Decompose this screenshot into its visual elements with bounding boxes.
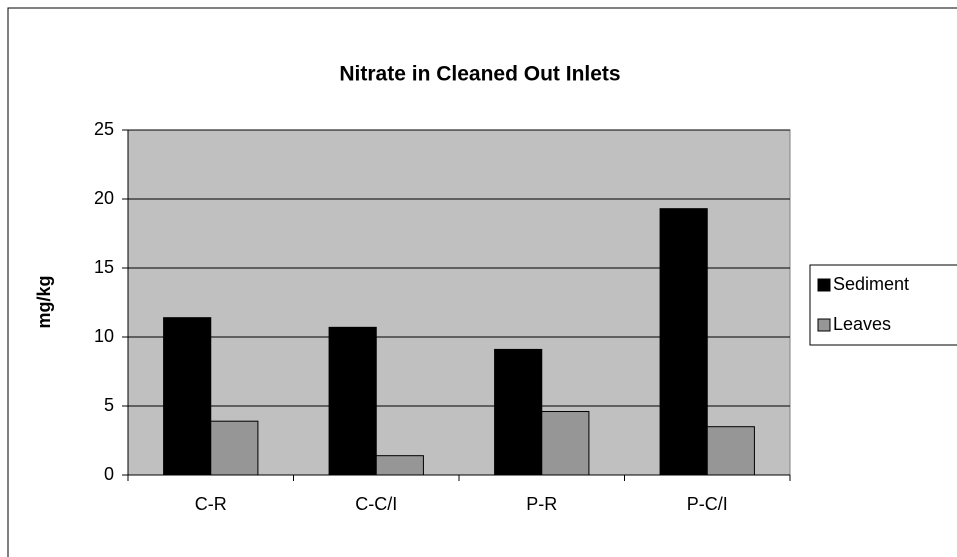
- y-tick-label: 0: [104, 464, 114, 484]
- bar: [659, 208, 708, 476]
- bar: [328, 326, 377, 476]
- bar: [210, 420, 259, 476]
- y-tick-label: 20: [94, 188, 114, 208]
- chart-title: Nitrate in Cleaned Out Inlets: [339, 63, 620, 86]
- y-tick-label: 5: [104, 395, 114, 415]
- y-tick-label: 25: [94, 119, 114, 139]
- legend-label: Sediment: [833, 274, 909, 294]
- legend-label: Leaves: [833, 314, 891, 334]
- y-tick-label: 15: [94, 257, 114, 277]
- y-tick-label: 10: [94, 326, 114, 346]
- x-tick-label: P-C/I: [687, 494, 728, 514]
- bar: [163, 317, 212, 476]
- legend-swatch: [817, 278, 831, 292]
- bar: [375, 455, 424, 476]
- bar: [494, 348, 543, 476]
- legend-swatch: [817, 318, 831, 332]
- x-tick-label: C-R: [195, 494, 227, 514]
- bar: [706, 426, 755, 476]
- y-axis-label: mg/kg: [34, 275, 54, 328]
- bar: [541, 411, 590, 476]
- legend-box: [809, 264, 957, 346]
- x-tick-label: C-C/I: [355, 494, 397, 514]
- x-tick-label: P-R: [526, 494, 557, 514]
